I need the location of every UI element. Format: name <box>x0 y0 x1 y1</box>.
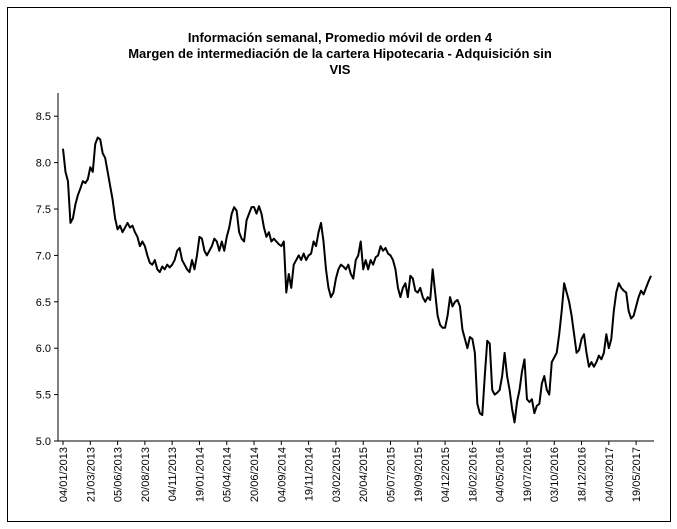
x-tick-label: 04/11/2013 <box>167 447 179 501</box>
y-tick-label: 6.0 <box>36 343 51 355</box>
x-tick-label: 19/01/2014 <box>194 447 206 502</box>
x-tick-label: 04/01/2013 <box>58 447 70 502</box>
x-tick-label: 04/09/2014 <box>276 447 288 502</box>
x-tick-label: 20/04/2015 <box>358 447 370 502</box>
y-tick-label: 8.5 <box>36 111 51 123</box>
x-tick-label: 19/09/2015 <box>413 447 425 502</box>
x-tick-label: 20/08/2013 <box>140 447 152 502</box>
x-tick-label: 19/07/2016 <box>522 447 534 502</box>
y-tick-label: 5.5 <box>36 390 51 402</box>
x-tick-label: 04/12/2015 <box>440 447 452 502</box>
x-tick-label: 03/10/2016 <box>549 447 561 502</box>
x-tick-label: 18/12/2016 <box>577 447 589 502</box>
x-tick-label: 04/05/2016 <box>495 447 507 502</box>
x-tick-label: 20/06/2014 <box>249 447 261 502</box>
y-tick-label: 7.5 <box>36 204 51 216</box>
chart-title: Información semanal, Promedio móvil de o… <box>188 30 493 45</box>
x-tick-label: 03/02/2015 <box>331 447 343 502</box>
x-tick-label: 19/05/2017 <box>631 447 643 502</box>
line-series <box>62 136 652 424</box>
chart-title: VIS <box>330 62 351 77</box>
y-tick-label: 7.0 <box>36 250 51 262</box>
y-tick-label: 5.0 <box>36 436 51 448</box>
x-tick-label: 05/04/2014 <box>222 447 234 502</box>
x-tick-label: 21/03/2013 <box>85 447 97 502</box>
y-tick-label: 6.5 <box>36 297 51 309</box>
chart-frame <box>7 7 671 522</box>
x-tick-label: 05/07/2015 <box>385 447 397 502</box>
y-tick-label: 8.0 <box>36 158 51 170</box>
x-tick-label: 04/03/2017 <box>604 447 616 502</box>
x-tick-label: 19/11/2014 <box>304 447 316 501</box>
chart-title: Margen de intermediación de la cartera H… <box>128 46 552 61</box>
x-tick-label: 18/02/2016 <box>467 447 479 502</box>
x-tick-label: 05/06/2013 <box>113 447 125 502</box>
